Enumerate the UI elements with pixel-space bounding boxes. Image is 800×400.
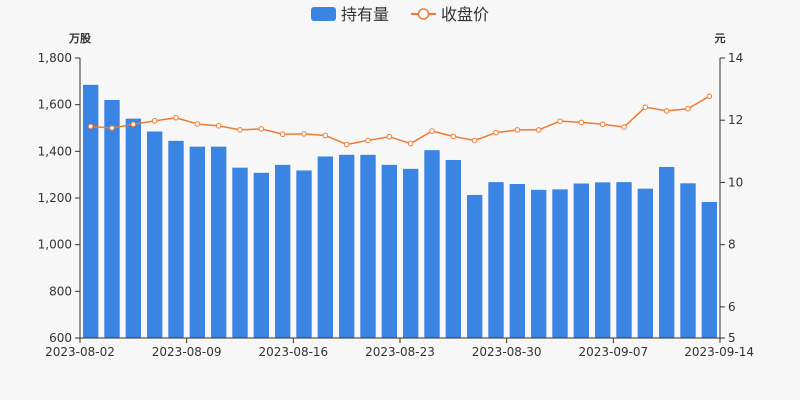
- x-tick-label: 2023-08-02: [45, 345, 115, 359]
- right-tick-label: 6: [728, 300, 736, 314]
- bar-2023-08-14[interactable]: [253, 172, 270, 338]
- right-tick-label: 10: [728, 175, 743, 189]
- price-point-2023-08-25[interactable]: [450, 133, 457, 140]
- legend[interactable]: 持有量 收盘价: [311, 5, 489, 24]
- bar-2023-09-04[interactable]: [573, 183, 590, 338]
- price-point-2023-08-16[interactable]: [301, 131, 307, 137]
- bar-2023-09-08[interactable]: [658, 166, 675, 338]
- bar-2023-08-21[interactable]: [360, 154, 376, 338]
- price-point-2023-08-15[interactable]: [279, 131, 286, 138]
- price-point-2023-08-10[interactable]: [215, 123, 222, 129]
- bar-2023-08-31[interactable]: [530, 189, 547, 338]
- price-point-2023-08-14[interactable]: [258, 126, 265, 132]
- bar-2023-08-18[interactable]: [338, 154, 355, 338]
- line-series-close-price: [87, 93, 713, 148]
- price-point-2023-08-08[interactable]: [173, 114, 179, 121]
- bar-2023-09-05[interactable]: [594, 182, 611, 338]
- left-tick-label: 1,200: [38, 191, 72, 205]
- right-tick-label: 14: [728, 51, 743, 65]
- right-tick-label: 8: [728, 238, 736, 252]
- price-point-2023-08-18[interactable]: [343, 141, 350, 148]
- bar-2023-08-03[interactable]: [104, 100, 120, 338]
- price-point-2023-09-04[interactable]: [578, 119, 585, 126]
- price-point-2023-09-11[interactable]: [685, 105, 691, 112]
- price-point-2023-08-02[interactable]: [87, 123, 94, 130]
- price-point-2023-08-23[interactable]: [407, 140, 414, 147]
- right-axis-unit: 元: [715, 32, 726, 45]
- bar-2023-08-17[interactable]: [317, 156, 334, 338]
- price-point-2023-08-28[interactable]: [471, 137, 478, 144]
- price-point-2023-08-30[interactable]: [514, 127, 521, 133]
- legend-label-holdings[interactable]: 持有量: [341, 5, 389, 24]
- bar-2023-08-10[interactable]: [210, 146, 227, 338]
- price-point-2023-09-05[interactable]: [599, 121, 606, 128]
- right-tick-label: 5: [728, 331, 736, 345]
- x-tick-label: 2023-09-14: [684, 345, 754, 359]
- bar-2023-08-16[interactable]: [296, 170, 312, 338]
- price-point-2023-09-07[interactable]: [642, 104, 649, 110]
- bar-2023-08-07[interactable]: [146, 131, 163, 339]
- bar-2023-08-24[interactable]: [424, 150, 440, 338]
- price-point-2023-08-07[interactable]: [151, 118, 158, 124]
- left-tick-label: 600: [49, 331, 72, 345]
- axes: 600 800 1,000 1,200 1,400 1,600 1,800 5 6 8 10 12 14…: [38, 51, 754, 359]
- bar-2023-09-07[interactable]: [637, 188, 654, 338]
- bar-2023-08-08[interactable]: [168, 140, 184, 338]
- left-tick-label: 1,800: [38, 51, 72, 65]
- legend-circle-marker[interactable]: [417, 8, 430, 20]
- bar-2023-08-02[interactable]: [82, 84, 99, 338]
- left-tick-label: 1,000: [38, 238, 72, 252]
- bar-2023-08-23[interactable]: [402, 168, 419, 338]
- price-point-2023-08-24[interactable]: [429, 128, 435, 134]
- bar-2023-08-11[interactable]: [232, 167, 248, 338]
- bar-2023-08-09[interactable]: [189, 146, 206, 338]
- price-point-2023-08-04[interactable]: [130, 121, 137, 128]
- bar-2023-09-14[interactable]: [701, 201, 718, 338]
- left-tick-label: 1,600: [38, 98, 72, 112]
- price-point-2023-08-03[interactable]: [109, 125, 115, 131]
- bar-2023-08-30[interactable]: [509, 184, 526, 338]
- left-tick-label: 1,400: [38, 144, 72, 158]
- left-tick-label: 800: [49, 284, 72, 298]
- price-point-2023-08-31[interactable]: [535, 127, 542, 133]
- left-axis-unit: 万股: [68, 32, 92, 45]
- price-point-2023-09-14[interactable]: [706, 93, 713, 100]
- bar-2023-09-01[interactable]: [552, 189, 568, 338]
- close-price-line: [90, 95, 710, 146]
- bar-2023-08-28[interactable]: [466, 194, 483, 338]
- bar-2023-09-11[interactable]: [680, 183, 696, 338]
- price-point-2023-08-29[interactable]: [493, 129, 499, 136]
- price-point-2023-08-11[interactable]: [237, 127, 243, 133]
- legend-label-close-price[interactable]: 收盘价: [441, 5, 489, 24]
- price-point-2023-08-22[interactable]: [386, 133, 393, 140]
- bar-2023-08-15[interactable]: [274, 164, 291, 338]
- legend-bar-marker[interactable]: [311, 7, 336, 21]
- price-point-2023-08-21[interactable]: [365, 137, 371, 144]
- bar-2023-08-25[interactable]: [445, 159, 462, 338]
- bar-2023-08-29[interactable]: [488, 182, 504, 338]
- price-point-2023-09-08[interactable]: [663, 108, 670, 114]
- price-point-2023-09-01[interactable]: [557, 118, 563, 124]
- x-tick-label: 2023-09-07: [578, 345, 648, 359]
- price-point-2023-09-06[interactable]: [621, 124, 627, 130]
- x-tick-label: 2023-08-23: [365, 345, 435, 359]
- price-point-2023-08-17[interactable]: [322, 132, 329, 139]
- bar-2023-09-06[interactable]: [616, 182, 632, 338]
- x-tick-label: 2023-08-16: [258, 345, 328, 359]
- bar-series-holdings: [82, 84, 718, 339]
- price-point-2023-08-09[interactable]: [194, 121, 201, 127]
- x-tick-label: 2023-08-09: [152, 345, 222, 359]
- bar-2023-08-04[interactable]: [125, 118, 142, 339]
- x-tick-label: 2023-08-30: [472, 345, 542, 359]
- right-tick-label: 12: [728, 113, 743, 127]
- bar-2023-08-22[interactable]: [381, 164, 398, 338]
